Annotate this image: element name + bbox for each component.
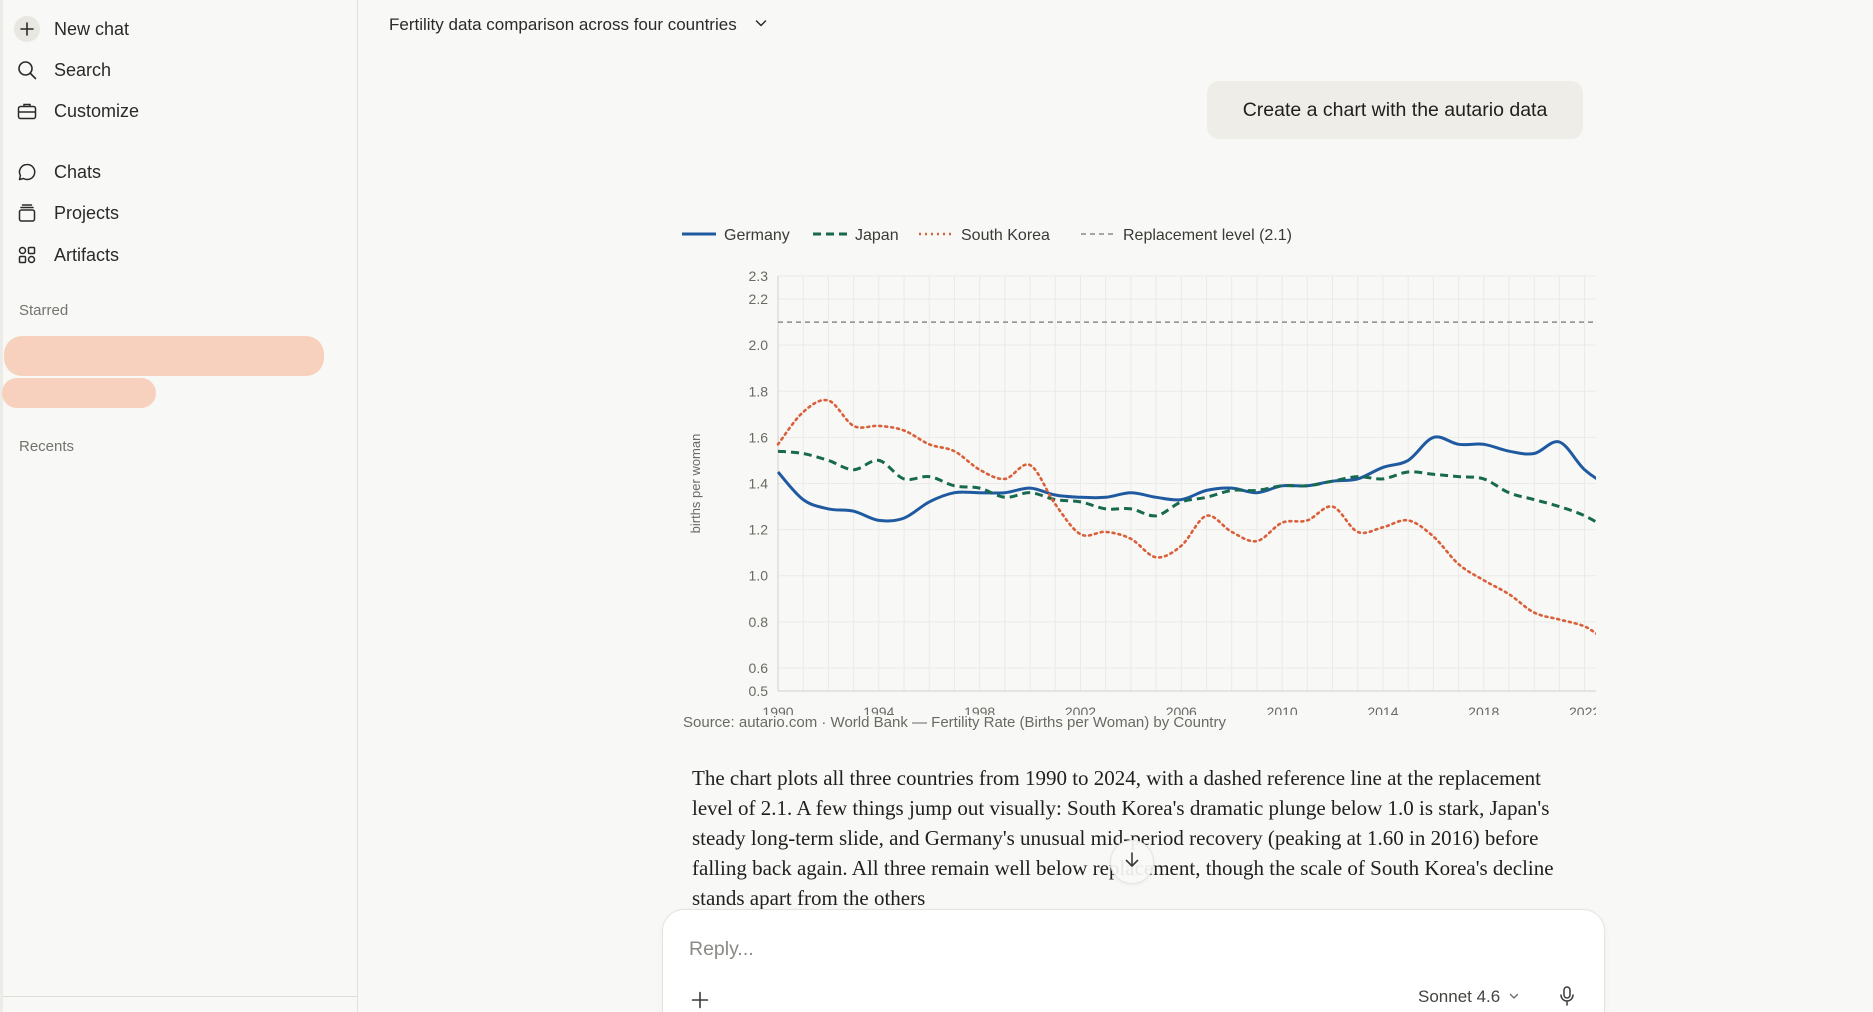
y-axis-label: births per woman: [688, 434, 703, 534]
x-tick-label: 1994: [863, 704, 894, 715]
fertility-chart: Germany Japan South Korea Replacement level…: [668, 215, 1596, 735]
x-tick-label: 2002: [1065, 704, 1096, 715]
plus-icon: [14, 16, 40, 42]
projects-label: Projects: [54, 202, 120, 223]
y-tick-label: 2.0: [749, 337, 769, 353]
model-name: Sonnet 4.6: [1418, 987, 1501, 1006]
legend-label: Germany: [724, 227, 790, 244]
plus-icon: [690, 990, 710, 1012]
series-line-germany: [776, 435, 1596, 523]
sidebar-item-chats[interactable]: Chats: [14, 155, 101, 189]
legend-label: Japan: [855, 227, 899, 244]
y-tick-label: 2.3: [749, 268, 769, 284]
chevron-down-icon: [753, 15, 769, 36]
starred-section-label: Starred: [19, 302, 69, 319]
chat-bubble-icon: [14, 159, 40, 185]
customize-button[interactable]: Customize: [14, 94, 139, 128]
legend-label: Replacement level (2.1): [1123, 227, 1292, 244]
folder-stack-icon: [14, 200, 40, 226]
series-line-south-korea: [776, 398, 1596, 635]
chevron-down-icon: [1508, 987, 1520, 1007]
y-tick-label: 0.5: [749, 683, 769, 699]
search-label: Search: [54, 59, 112, 80]
conversation-title[interactable]: Fertility data comparison across four co…: [389, 12, 769, 38]
scroll-down-button[interactable]: [1110, 840, 1154, 884]
x-tick-label: 1990: [762, 704, 793, 715]
user-message-text: Create a chart with the autario data: [1242, 98, 1548, 121]
y-tick-label: 1.2: [749, 522, 769, 538]
sidebar: New chat Search Customize Chats Projects…: [0, 0, 358, 1012]
y-tick-label: 1.8: [749, 383, 769, 399]
composer: [662, 909, 1605, 1012]
x-tick-label: 1998: [964, 704, 995, 715]
series-line-japan: [777, 449, 1596, 524]
shapes-icon: [14, 242, 40, 268]
conversation-title-text: Fertility data comparison across four co…: [389, 15, 737, 34]
y-tick-label: 1.0: [749, 568, 769, 584]
sidebar-item-artifacts[interactable]: Artifacts: [14, 238, 119, 272]
sidebar-edge: [0, 0, 3, 1012]
recents-section-label: Recents: [19, 438, 75, 455]
y-tick-label: 2.2: [749, 291, 769, 307]
starred-chat-item[interactable]: [2, 378, 156, 408]
assistant-response: The chart plots all three countries from…: [692, 766, 1554, 910]
legend-label: South Korea: [961, 227, 1050, 244]
new-chat-label: New chat: [54, 18, 130, 39]
artifacts-label: Artifacts: [54, 244, 120, 265]
attach-button[interactable]: [687, 989, 713, 1012]
y-tick-label: 0.8: [749, 614, 769, 630]
reply-input[interactable]: [689, 934, 1549, 964]
arrow-down-icon: [1122, 850, 1142, 875]
starred-chat-item[interactable]: [4, 336, 324, 376]
x-tick-label: 2022: [1569, 704, 1596, 715]
x-tick-label: 2018: [1468, 704, 1499, 715]
customize-label: Customize: [54, 100, 140, 121]
microphone-icon: [1557, 985, 1577, 1012]
chats-label: Chats: [54, 161, 102, 182]
y-tick-label: 1.4: [749, 476, 769, 492]
chart-source: Source: autario.com · World Bank — Ferti…: [683, 714, 1226, 731]
x-tick-label: 2010: [1267, 704, 1298, 715]
search-button[interactable]: Search: [14, 53, 111, 87]
sidebar-divider: [3, 996, 358, 997]
briefcase-icon: [14, 98, 40, 124]
x-tick-label: 2014: [1367, 704, 1398, 715]
voice-button[interactable]: [1554, 985, 1580, 1011]
chart-svg: Germany Japan South Korea Replacement level…: [682, 227, 1596, 715]
sidebar-item-projects[interactable]: Projects: [14, 196, 119, 230]
y-tick-label: 1.6: [749, 429, 769, 445]
user-message: Create a chart with the autario data: [1207, 81, 1583, 139]
y-tick-label: 0.6: [749, 660, 769, 676]
new-chat-button[interactable]: New chat: [14, 12, 129, 46]
x-tick-label: 2006: [1166, 704, 1197, 715]
search-icon: [14, 57, 40, 83]
model-selector[interactable]: Sonnet 4.6: [1418, 987, 1520, 1007]
